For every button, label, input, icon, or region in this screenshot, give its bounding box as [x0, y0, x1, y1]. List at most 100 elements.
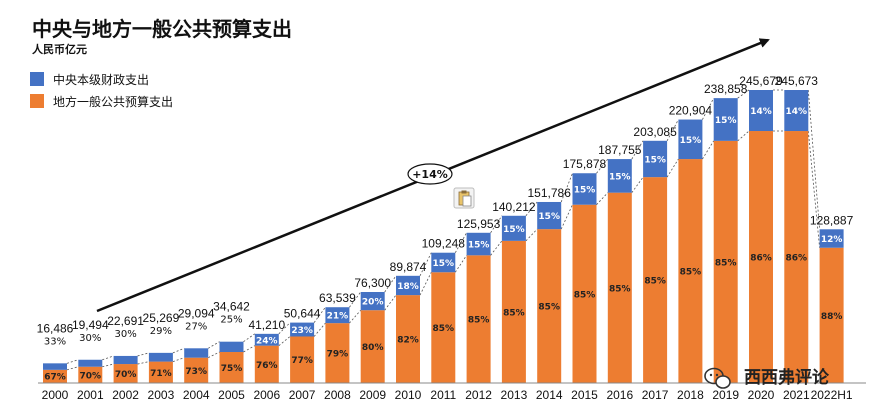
- share-label-central-2019: 15%: [715, 116, 737, 126]
- x-tick-2005: 2005: [218, 388, 245, 402]
- bar-local-2007: [290, 336, 315, 383]
- share-label-central-2014: 15%: [538, 212, 560, 222]
- bar-local-2011: [431, 272, 456, 383]
- bar-local-2008: [325, 323, 350, 383]
- connector-mid-2000: [66, 366, 79, 371]
- share-label-central-2004: 27%: [185, 321, 207, 332]
- share-label-local-2000: 67%: [44, 372, 66, 382]
- growth-badge: +14%: [407, 163, 453, 185]
- share-label-central-2022H1: 12%: [821, 235, 843, 245]
- x-tick-2000: 2000: [42, 388, 69, 402]
- legend-label-local: 地方一般公共预算支出: [53, 94, 173, 109]
- share-label-central-2018: 15%: [680, 136, 702, 146]
- bar-central-2017: [643, 140, 668, 178]
- share-label-central-2010: 18%: [397, 282, 419, 292]
- share-label-local-2020: 86%: [750, 254, 772, 264]
- connector-mid-2013: [525, 228, 538, 242]
- bar-central-2016: [607, 159, 632, 193]
- x-tick-2019: 2019: [712, 388, 739, 402]
- connector-top-2002: [137, 352, 150, 357]
- share-label-local-2001: 70%: [80, 371, 102, 381]
- share-label-local-2017: 85%: [644, 277, 666, 287]
- bar-local-2009: [360, 310, 385, 383]
- connector-top-2007: [313, 306, 326, 323]
- x-tick-2017: 2017: [642, 388, 669, 402]
- bar-central-2020: [749, 90, 773, 132]
- bar-central-2011: [431, 252, 456, 273]
- bar-local-2004: [184, 357, 209, 383]
- connector-top-2014: [560, 173, 573, 203]
- share-label-central-2016: 15%: [609, 172, 631, 182]
- bar-local-2016: [607, 192, 632, 383]
- x-tick-2020: 2020: [748, 388, 775, 402]
- x-tick-2006: 2006: [253, 388, 280, 402]
- bar-local-2020: [749, 131, 773, 383]
- connector-top-2017: [666, 119, 679, 141]
- share-label-local-2009: 80%: [362, 343, 384, 353]
- x-tick-2009: 2009: [359, 388, 386, 402]
- bar-local-2000: [43, 369, 67, 383]
- share-label-local-2022H1: 88%: [821, 312, 843, 322]
- connector-top-2001: [102, 355, 114, 361]
- growth-badge-text: +14%: [412, 168, 448, 181]
- x-tick-2011: 2011: [430, 388, 456, 402]
- bar-local-2014: [537, 229, 562, 383]
- share-label-central-2000: 33%: [44, 336, 66, 347]
- connector-mid-2007: [313, 322, 326, 337]
- watermark-text: 西西弗评论: [744, 367, 830, 388]
- connector-top-2004: [207, 341, 220, 349]
- x-tick-2010: 2010: [395, 388, 422, 402]
- bar-local-2005: [219, 352, 244, 383]
- total-label-2016: 187,755: [598, 143, 642, 157]
- data-labels: 16,48633%67%19,49430%70%22,69130%70%25,2…: [37, 74, 854, 382]
- x-tick-2016: 2016: [606, 388, 633, 402]
- share-label-local-2008: 79%: [327, 350, 349, 360]
- share-label-central-2015: 15%: [574, 185, 596, 195]
- wechat-icon: [704, 367, 731, 389]
- bar-local-2022H1: [819, 247, 844, 383]
- connector-top-2005: [243, 333, 256, 343]
- x-tick-2001: 2001: [77, 388, 104, 402]
- legend-swatch-local: [30, 94, 44, 108]
- connector-top-2016: [631, 140, 644, 160]
- bar-central-2013: [501, 215, 526, 241]
- x-tick-2018: 2018: [677, 388, 704, 402]
- share-label-local-2014: 85%: [538, 303, 560, 313]
- bar-central-2022H1: [819, 229, 844, 248]
- bar-local-2015: [572, 204, 597, 383]
- connector-top-2012: [490, 215, 503, 234]
- bar-central-2002: [113, 355, 138, 365]
- x-tick-2003: 2003: [148, 388, 175, 402]
- bar-local-2006: [254, 345, 279, 383]
- share-label-local-2007: 77%: [291, 356, 313, 366]
- total-label-2004: 29,094: [178, 306, 215, 320]
- total-label-2020: 245,679: [739, 74, 783, 88]
- bar-local-2019: [713, 140, 738, 383]
- connector-mid-2021: [807, 130, 820, 248]
- connector-mid-2009: [384, 294, 397, 311]
- total-label-2021: 245,673: [775, 74, 819, 88]
- share-label-local-2005: 75%: [221, 364, 243, 374]
- total-label-2003: 25,269: [143, 311, 180, 325]
- connector-mid-2014: [560, 204, 573, 230]
- share-label-central-2009: 20%: [362, 298, 384, 308]
- legend-label-central: 中央本级财政支出: [53, 72, 149, 87]
- share-label-local-2021: 86%: [786, 254, 808, 264]
- bar-central-2012: [466, 232, 491, 256]
- connector-mid-2018: [702, 140, 715, 160]
- connector-mid-2015: [596, 192, 609, 205]
- chart-subtitle: 人民币亿元: [32, 42, 87, 56]
- share-label-central-2001: 30%: [79, 333, 101, 344]
- total-label-2022H1: 128,887: [810, 213, 854, 227]
- connector-top-2015: [596, 158, 609, 174]
- bar-central-2005: [219, 341, 244, 353]
- x-tick-2021: 2021: [783, 388, 810, 402]
- total-label-2009: 76,300: [354, 276, 391, 290]
- bar-local-2013: [501, 240, 526, 383]
- share-label-central-2008: 21%: [327, 312, 349, 322]
- connector-mid-2008: [349, 309, 362, 324]
- bar-central-2021: [784, 90, 809, 132]
- connector-mid-2001: [102, 363, 114, 368]
- connector-top-2018: [702, 97, 715, 120]
- share-label-local-2011: 85%: [433, 324, 455, 334]
